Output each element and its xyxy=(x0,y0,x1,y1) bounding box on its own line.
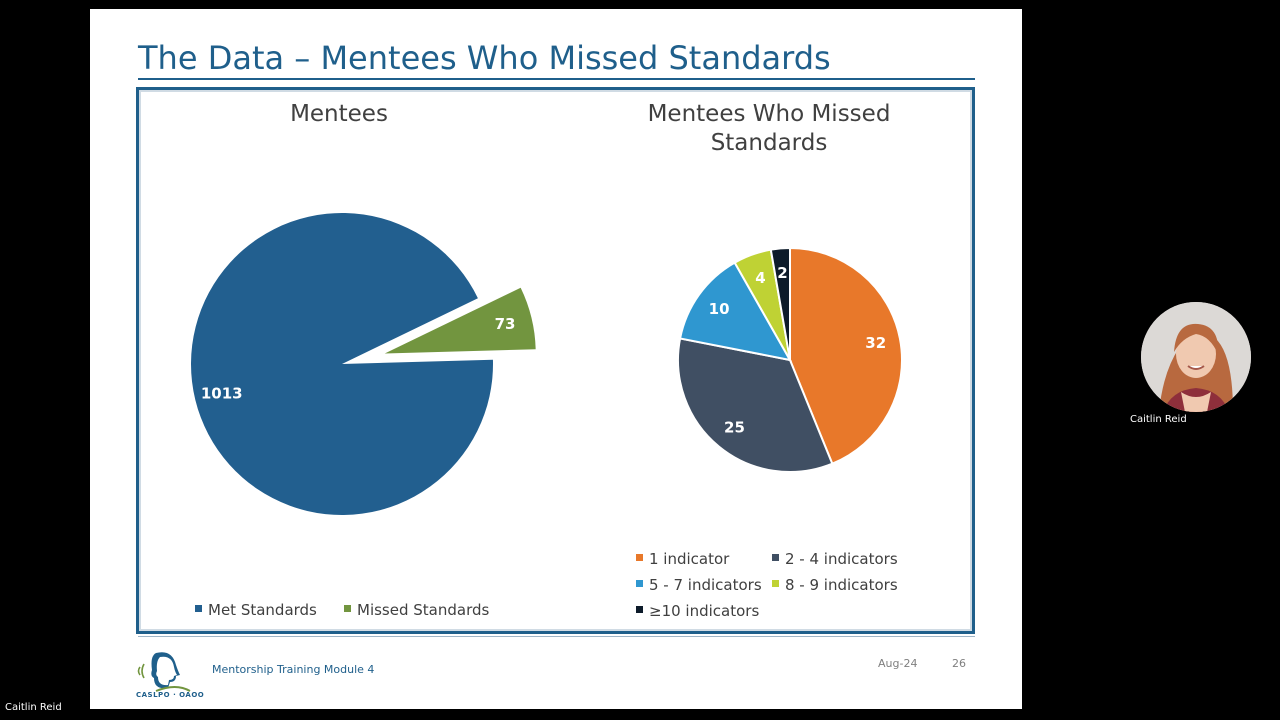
legend-item-missed: Missed Standards xyxy=(344,601,489,619)
pie-slice-10-indicators xyxy=(769,246,791,361)
self-view-name: Caitlin Reid xyxy=(5,702,62,713)
legend-item-2-4-indicators: 2 - 4 indicators xyxy=(772,550,898,568)
mentees-pie-chart: 1013 73 xyxy=(191,213,536,515)
legend-swatch-missed xyxy=(344,605,351,612)
legend-swatch-8-9-indicators xyxy=(772,580,779,587)
legend-label-1-indicator: 1 indicator xyxy=(649,550,730,568)
avatar xyxy=(1141,302,1251,412)
pie-slice-1-indicator xyxy=(789,246,903,466)
legend-label-8-9-indicators: 8 - 9 indicators xyxy=(785,576,898,594)
pie-slice-2-4-indicators xyxy=(677,337,834,473)
legend-item-10-plus-indicators: ≥10 indicators xyxy=(636,602,759,620)
footer-page-number: 26 xyxy=(952,657,966,670)
chart-frame: Mentees Mentees Who Missed Standards 101… xyxy=(136,87,975,634)
footer-module-name: Mentorship Training Module 4 xyxy=(212,663,375,676)
pie-data-label-2-4-indicators: 25 xyxy=(724,418,745,436)
legend-label-missed: Missed Standards xyxy=(357,601,490,619)
logo-text: CASLPO · OAOO xyxy=(136,691,205,699)
legend-item-5-7-indicators: 5 - 7 indicators xyxy=(636,576,762,594)
legend-label-2-4-indicators: 2 - 4 indicators xyxy=(785,550,898,568)
slide: The Data – Mentees Who Missed Standards … xyxy=(90,9,1022,709)
legend-swatch-10-plus-indicators xyxy=(636,606,643,613)
legend-swatch-5-7-indicators xyxy=(636,580,643,587)
legend-swatch-1-indicator xyxy=(636,554,643,561)
mentees-chart-title: Mentees xyxy=(290,101,388,127)
pie-slice-missed-standards xyxy=(384,287,536,354)
slide-title: The Data – Mentees Who Missed Standards xyxy=(138,39,831,77)
legend-label-met: Met Standards xyxy=(208,601,317,619)
legend-label-5-7-indicators: 5 - 7 indicators xyxy=(649,576,762,594)
participant-video-tile[interactable] xyxy=(1141,302,1251,412)
missed-standards-pie-chart: 32 25 10 4 2 xyxy=(677,246,903,473)
pie-data-label-8-9-indicators: 4 xyxy=(755,269,765,287)
pie-data-label-1-indicator: 32 xyxy=(865,334,886,352)
footer-divider xyxy=(138,636,975,637)
pie-slice-met-standards xyxy=(191,213,493,515)
legend-item-8-9-indicators: 8 - 9 indicators xyxy=(772,576,898,594)
legend-label-10-plus-indicators: ≥10 indicators xyxy=(649,602,760,620)
legend-swatch-2-4-indicators xyxy=(772,554,779,561)
pie-data-label-met-standards: 1013 xyxy=(201,384,243,402)
pie-data-label-10-indicators: 2 xyxy=(777,264,787,282)
pie-slice-5-7-indicators xyxy=(678,261,792,362)
title-divider xyxy=(138,78,975,80)
footer-date: Aug-24 xyxy=(878,657,918,670)
caslpo-logo xyxy=(137,652,191,692)
participant-name: Caitlin Reid xyxy=(1130,414,1187,425)
legend-swatch-met xyxy=(195,605,202,612)
pie-data-label-missed-standards: 73 xyxy=(495,315,516,333)
missed-chart-title: Mentees Who Missed Standards xyxy=(647,101,891,156)
legend-item-met: Met Standards xyxy=(195,601,317,619)
legend-item-1-indicator: 1 indicator xyxy=(636,550,729,568)
pie-data-label-5-7-indicators: 10 xyxy=(709,300,730,318)
